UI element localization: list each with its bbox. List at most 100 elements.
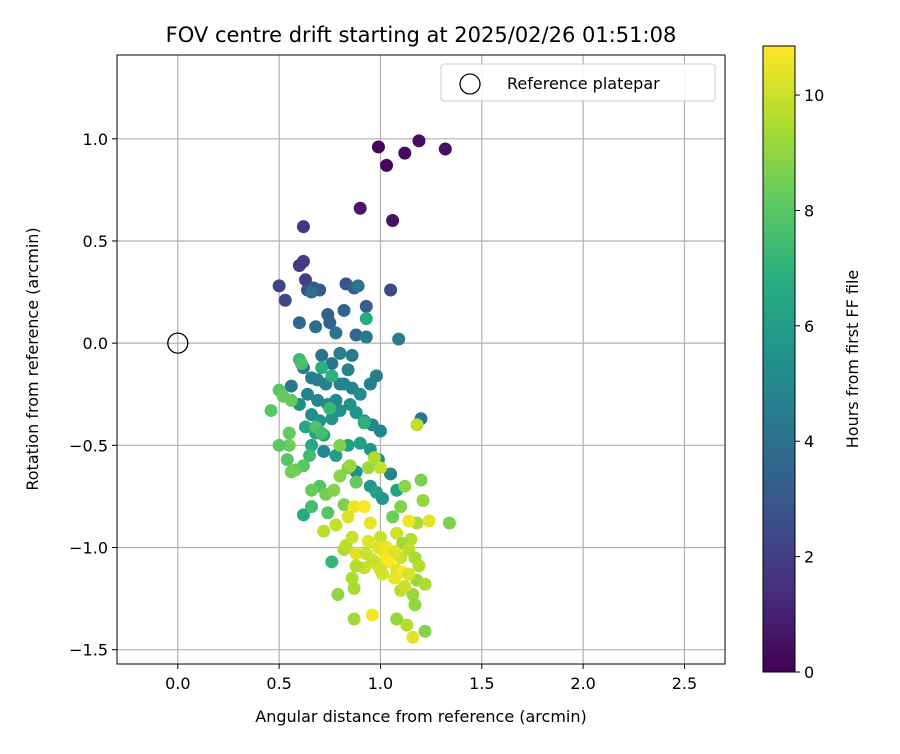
colorbar-gradient [762, 45, 796, 673]
data-point [380, 158, 394, 172]
data-point [333, 438, 347, 452]
data-point [361, 461, 375, 475]
data-point [361, 534, 375, 548]
data-point [349, 547, 363, 561]
data-point [280, 453, 294, 467]
y-tick-label: −1.0 [69, 539, 108, 558]
data-point [321, 506, 335, 520]
colorbar-tick-label: 8 [804, 201, 814, 220]
data-point [416, 494, 430, 508]
data-point [296, 508, 310, 522]
x-tick-label: 2.5 [672, 674, 697, 693]
data-point [367, 451, 381, 465]
data-point [298, 420, 312, 434]
data-point [349, 559, 363, 573]
data-point [402, 514, 416, 528]
legend-label: Reference platepar [507, 74, 660, 93]
data-point [305, 438, 319, 452]
data-point [341, 363, 355, 377]
data-point [333, 346, 347, 360]
data-point [373, 461, 387, 475]
data-point [418, 577, 432, 591]
data-point [329, 449, 343, 463]
data-point [414, 473, 428, 487]
data-point [422, 514, 436, 528]
y-axis-label: Rotation from reference (arcmin) [23, 227, 42, 490]
data-point [406, 588, 420, 602]
y-tick-label: −1.5 [69, 641, 108, 660]
x-tick-label: 2.0 [570, 674, 595, 693]
y-tick-label: −0.5 [69, 436, 108, 455]
data-point [337, 498, 351, 512]
data-point [359, 299, 373, 313]
data-point [398, 479, 412, 493]
x-tick-label: 0.0 [165, 674, 190, 693]
y-axis-ticks: 1.0 0.5 0.0 −0.5 −1.0 −1.5 [69, 130, 117, 660]
data-point [394, 500, 408, 514]
data-point [327, 483, 341, 497]
data-point [282, 438, 296, 452]
grid [117, 55, 725, 664]
data-point [292, 316, 306, 330]
data-point [400, 618, 414, 632]
data-point [333, 469, 347, 483]
data-point [341, 510, 355, 524]
y-tick-label: 0.0 [83, 334, 108, 353]
data-point [351, 279, 365, 293]
data-point [315, 348, 329, 362]
data-point [398, 146, 412, 160]
data-point [284, 393, 298, 407]
x-axis-ticks: 0.0 0.5 1.0 1.5 2.0 2.5 [165, 664, 697, 693]
data-point [284, 379, 298, 393]
colorbar-tick-label: 2 [804, 548, 814, 567]
data-point [349, 475, 363, 489]
x-tick-label: 1.0 [368, 674, 393, 693]
data-point [353, 436, 367, 450]
data-point [373, 530, 387, 544]
data-point [311, 393, 325, 407]
data-point [349, 406, 363, 420]
data-point [412, 559, 426, 573]
data-point [357, 500, 371, 514]
data-point [343, 459, 357, 473]
colorbar: 0 2 4 6 8 10 Hours from first FF file [762, 45, 862, 682]
data-point [406, 630, 420, 644]
data-point [325, 357, 339, 371]
data-point [371, 140, 385, 154]
data-point [388, 571, 402, 585]
data-point [438, 142, 452, 156]
data-point [347, 612, 361, 626]
data-point [264, 404, 278, 418]
data-point [305, 500, 319, 514]
data-point [384, 467, 398, 481]
data-point [294, 357, 308, 371]
data-point [317, 444, 331, 458]
data-point [412, 134, 426, 148]
plot-frame [116, 54, 726, 665]
data-point [359, 547, 373, 561]
legend-marker-open-circle [459, 73, 481, 95]
data-point [296, 254, 310, 268]
colorbar-label: Hours from first FF file [843, 270, 862, 449]
y-tick-label: 1.0 [83, 130, 108, 149]
x-axis-label: Angular distance from reference (arcmin) [255, 707, 586, 726]
colorbar-tick-label: 4 [804, 432, 814, 451]
data-point [373, 563, 387, 577]
legend: Reference platepar [440, 63, 716, 102]
data-point [345, 348, 359, 362]
chart-title: FOV centre drift starting at 2025/02/26 … [166, 23, 677, 47]
data-point [325, 412, 339, 426]
data-point [402, 567, 416, 581]
data-point [442, 516, 456, 530]
legend-box [440, 63, 716, 102]
data-point [349, 328, 363, 342]
data-point [331, 588, 345, 602]
data-point [386, 214, 400, 228]
data-point [386, 510, 400, 524]
x-tick-label: 0.5 [266, 674, 291, 693]
data-point [408, 598, 422, 612]
data-point [347, 581, 361, 595]
data-point [382, 555, 396, 569]
data-point [369, 369, 383, 383]
